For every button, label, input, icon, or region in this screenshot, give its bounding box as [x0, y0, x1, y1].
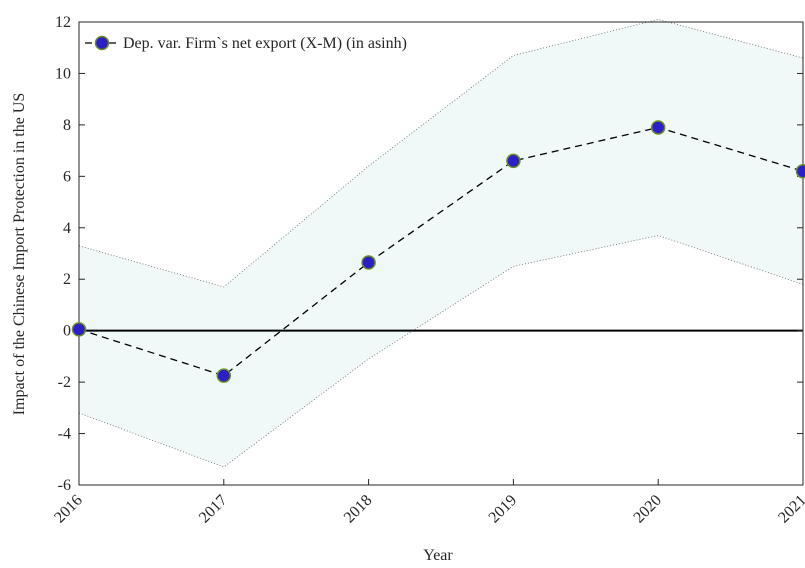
x-tick-label: 2021 — [775, 492, 805, 527]
plot-frame — [78, 21, 804, 486]
data-point — [216, 368, 232, 383]
y-tick-label: 10 — [55, 65, 71, 82]
x-tick-label: 2020 — [630, 492, 665, 527]
y-tick-label: 6 — [63, 168, 71, 185]
y-tick-label: -4 — [58, 426, 71, 443]
y-tick-label: 0 — [63, 323, 71, 340]
legend-marker — [94, 35, 110, 51]
y-tick-label: -2 — [58, 374, 71, 391]
x-axis-label: Year — [423, 547, 453, 564]
y-tick-label: 2 — [63, 271, 71, 288]
x-tick-label: 2017 — [196, 492, 231, 527]
data-point — [361, 255, 376, 270]
data-point — [71, 322, 87, 337]
y-tick-label: 12 — [55, 14, 71, 31]
y-axis-label: Impact of the Chinese Import Protection … — [11, 93, 28, 416]
x-tick-label: 2016 — [51, 492, 86, 527]
series-line — [78, 126, 804, 377]
ci-band — [79, 19, 803, 467]
y-tick-label: 8 — [63, 117, 71, 134]
x-tick-label: 2018 — [341, 492, 376, 527]
y-tick-label: -6 — [58, 477, 71, 494]
data-point — [795, 163, 805, 179]
legend-label: Dep. var. Firm`s net export (X-M) (in as… — [123, 35, 407, 52]
data-point — [506, 153, 521, 169]
x-tick-label: 2019 — [486, 492, 521, 527]
y-tick-label: 4 — [63, 220, 71, 237]
data-point — [650, 120, 666, 135]
